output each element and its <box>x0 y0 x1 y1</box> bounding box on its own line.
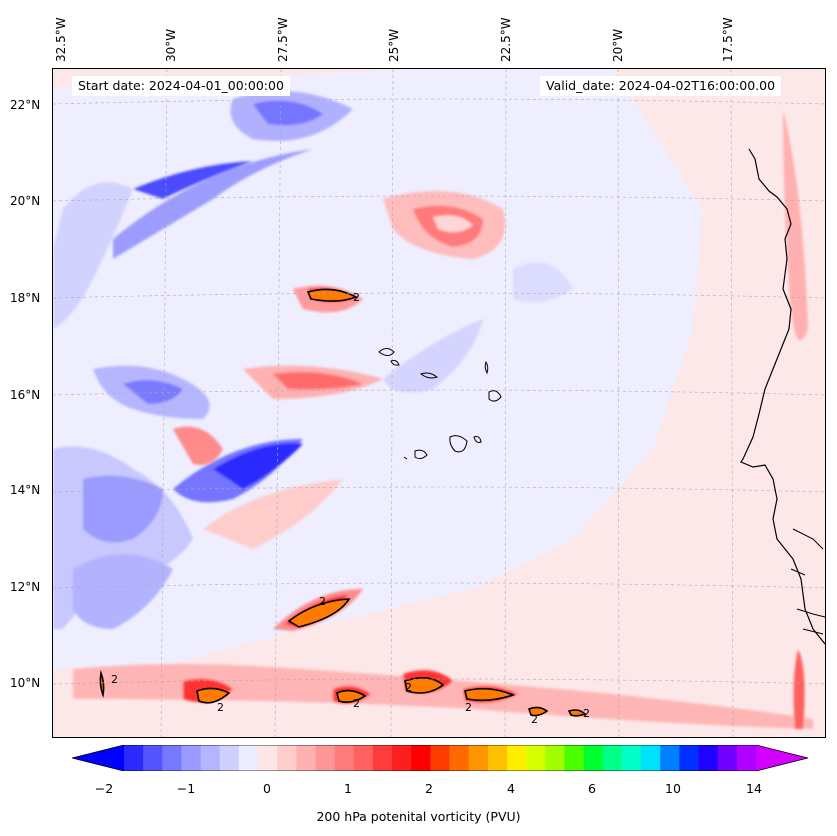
colorbar-tick: 14 <box>746 781 762 796</box>
colorbar-cell <box>143 745 163 771</box>
colorbar-cell <box>468 745 489 771</box>
colorbar-tick: 0 <box>263 781 271 796</box>
colorbar-cell <box>162 745 182 771</box>
map-panel[interactable]: 2 2 2 2 2 2 2 2 2 <box>52 68 826 738</box>
lon-label: 25°W <box>387 28 401 62</box>
colorbar-cell <box>602 745 623 771</box>
contour-label: 2 <box>583 707 590 720</box>
lon-label: 30°W <box>164 28 178 62</box>
colorbar-cell <box>679 745 700 771</box>
colorbar-extend-high <box>756 745 808 771</box>
colorbar-cell <box>526 745 546 771</box>
colorbar-tick: 6 <box>588 781 596 796</box>
colorbar-tick: 10 <box>665 781 681 796</box>
colorbar-cell <box>392 745 412 771</box>
colorbar-cell <box>621 745 642 771</box>
contour-label: 2 <box>319 595 326 608</box>
lat-label: 18°N <box>10 291 41 305</box>
lon-label: 17.5°W <box>721 17 735 62</box>
colorbar-tick: 2 <box>425 781 433 796</box>
colorbar-extend-low <box>72 745 124 771</box>
lat-label: 14°N <box>10 483 41 497</box>
lon-label: 22.5°W <box>499 17 513 62</box>
colorbar-cell <box>487 745 508 771</box>
colorbar-cell <box>181 745 202 771</box>
colorbar-cell <box>564 745 585 771</box>
colorbar-tick: 1 <box>344 781 352 796</box>
colorbar-cell <box>736 745 757 771</box>
colorbar-cell <box>334 745 355 771</box>
lon-label: 32.5°W <box>54 17 68 62</box>
contour-label: 2 <box>217 701 224 714</box>
colorbar-tick: 4 <box>507 781 515 796</box>
lat-label: 22°N <box>10 98 41 112</box>
colorbar-cell <box>698 745 719 771</box>
contour-label: 2 <box>405 681 412 694</box>
colorbar-cell <box>507 745 527 771</box>
colorbar-cell <box>717 745 738 771</box>
colorbar-cell <box>258 745 278 771</box>
contour-label: 2 <box>353 697 360 710</box>
contour-label: 2 <box>531 713 538 726</box>
colorbar-cell <box>219 745 240 771</box>
lat-label: 20°N <box>10 194 41 208</box>
colorbar-tick: −2 <box>94 781 114 796</box>
lat-label: 12°N <box>10 580 41 594</box>
colorbar-cell <box>449 745 470 771</box>
colorbar-cell <box>315 745 336 771</box>
contour-label: 2 <box>353 291 360 304</box>
colorbar-cell <box>296 745 317 771</box>
colorbar-tick: −1 <box>176 781 196 796</box>
colorbar-cell <box>277 745 297 771</box>
colorbar-cell <box>238 745 259 771</box>
lat-label: 10°N <box>10 676 41 690</box>
lat-label: 16°N <box>10 388 41 402</box>
colorbar-cell <box>353 745 374 771</box>
colorbar-cell <box>583 745 604 771</box>
contour-label: 2 <box>465 701 472 714</box>
lon-label: 27.5°W <box>276 17 290 62</box>
colorbar-title: 200 hPa potenital vorticity (PVU) <box>316 809 521 824</box>
colorbar-cell <box>372 745 393 771</box>
lon-label: 20°W <box>611 28 625 62</box>
colorbar-cell <box>124 745 144 771</box>
colorbar <box>72 745 808 771</box>
colorbar-cell <box>200 745 221 771</box>
colorbar-cell <box>660 745 680 771</box>
start-date-label: Start date: 2024-04-01_00:00:00 <box>72 76 290 96</box>
colorbar-cell <box>641 745 661 771</box>
contour-label: 2 <box>111 673 118 686</box>
colorbar-cell <box>430 745 451 771</box>
pv-field-map <box>53 69 825 737</box>
valid-date-label: Valid_date: 2024-04-02T16:00:00.00 <box>540 76 782 96</box>
colorbar-cell <box>545 745 565 771</box>
colorbar-cell <box>411 745 431 771</box>
